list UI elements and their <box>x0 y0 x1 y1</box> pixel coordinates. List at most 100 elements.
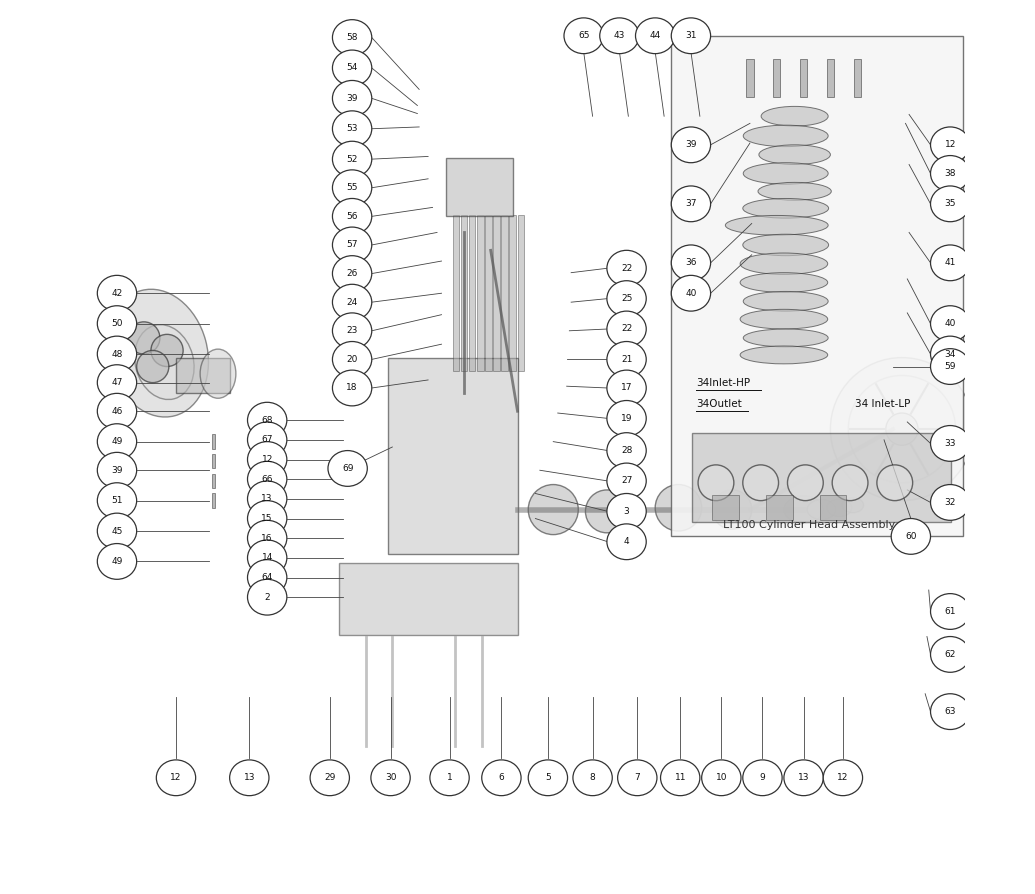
Ellipse shape <box>332 80 372 116</box>
Circle shape <box>137 350 169 383</box>
FancyBboxPatch shape <box>477 215 483 371</box>
Ellipse shape <box>332 50 372 86</box>
Circle shape <box>830 358 974 501</box>
Ellipse shape <box>743 163 828 184</box>
Text: 14: 14 <box>262 553 273 562</box>
Circle shape <box>528 485 579 535</box>
Text: 20: 20 <box>347 355 358 364</box>
Text: 49: 49 <box>112 437 123 446</box>
Ellipse shape <box>247 402 287 438</box>
Text: 26: 26 <box>347 269 358 278</box>
Ellipse shape <box>672 127 711 163</box>
Ellipse shape <box>97 393 137 429</box>
Ellipse shape <box>332 256 372 291</box>
Text: 62: 62 <box>945 650 956 659</box>
Text: 56: 56 <box>347 212 358 221</box>
Text: 13: 13 <box>243 773 255 782</box>
Ellipse shape <box>430 760 469 796</box>
Ellipse shape <box>930 306 970 342</box>
Text: 12: 12 <box>837 773 849 782</box>
Ellipse shape <box>758 182 831 200</box>
Circle shape <box>743 465 778 501</box>
Text: 39: 39 <box>111 466 123 475</box>
Text: 34: 34 <box>945 350 956 358</box>
Ellipse shape <box>97 544 137 579</box>
FancyBboxPatch shape <box>485 215 492 371</box>
Ellipse shape <box>607 463 646 499</box>
Ellipse shape <box>332 227 372 263</box>
Ellipse shape <box>930 637 970 672</box>
FancyBboxPatch shape <box>338 563 518 635</box>
Ellipse shape <box>842 498 863 512</box>
Ellipse shape <box>672 245 711 281</box>
Ellipse shape <box>481 760 521 796</box>
Text: 41: 41 <box>945 258 956 267</box>
Ellipse shape <box>783 760 823 796</box>
Ellipse shape <box>740 346 828 364</box>
Ellipse shape <box>332 313 372 349</box>
Text: 6: 6 <box>499 773 504 782</box>
Text: 36: 36 <box>685 258 697 267</box>
Ellipse shape <box>332 342 372 377</box>
Text: 61: 61 <box>945 607 956 616</box>
Ellipse shape <box>930 186 970 222</box>
Ellipse shape <box>761 106 828 126</box>
Ellipse shape <box>247 579 287 615</box>
Ellipse shape <box>759 145 830 164</box>
FancyBboxPatch shape <box>388 358 518 554</box>
FancyBboxPatch shape <box>766 495 793 520</box>
Text: 57: 57 <box>347 240 358 249</box>
Ellipse shape <box>332 198 372 234</box>
Circle shape <box>655 485 702 531</box>
Text: 23: 23 <box>347 326 358 335</box>
Text: 64: 64 <box>262 573 273 582</box>
Ellipse shape <box>740 253 828 274</box>
Text: 67: 67 <box>262 435 273 444</box>
FancyBboxPatch shape <box>501 215 507 371</box>
Text: 35: 35 <box>945 199 956 208</box>
Ellipse shape <box>156 760 196 796</box>
Ellipse shape <box>607 524 646 560</box>
Ellipse shape <box>97 336 137 372</box>
Text: 52: 52 <box>347 155 358 164</box>
Ellipse shape <box>930 694 970 730</box>
Text: 28: 28 <box>621 446 632 455</box>
Text: 24: 24 <box>347 298 358 307</box>
Text: 4: 4 <box>624 537 629 546</box>
Ellipse shape <box>827 499 852 517</box>
Ellipse shape <box>230 760 269 796</box>
FancyBboxPatch shape <box>691 433 951 522</box>
Ellipse shape <box>783 496 823 523</box>
Text: 50: 50 <box>111 319 123 328</box>
FancyBboxPatch shape <box>462 215 468 371</box>
Ellipse shape <box>672 18 711 54</box>
Ellipse shape <box>564 18 603 54</box>
Text: 19: 19 <box>621 414 632 423</box>
Text: 51: 51 <box>111 496 123 505</box>
Ellipse shape <box>740 273 828 292</box>
Text: 65: 65 <box>578 31 589 40</box>
Ellipse shape <box>607 281 646 316</box>
Text: 25: 25 <box>621 294 632 303</box>
Text: 11: 11 <box>675 773 686 782</box>
Ellipse shape <box>618 760 657 796</box>
Text: 48: 48 <box>112 350 123 358</box>
Text: 2: 2 <box>264 593 270 602</box>
Ellipse shape <box>528 760 567 796</box>
Text: 21: 21 <box>621 355 632 364</box>
Text: 34Outlet: 34Outlet <box>697 399 742 409</box>
Circle shape <box>698 465 734 501</box>
Ellipse shape <box>599 18 639 54</box>
Ellipse shape <box>726 215 828 235</box>
Ellipse shape <box>635 18 675 54</box>
Ellipse shape <box>247 501 287 536</box>
Text: LT100 Cylinder Head Assembly: LT100 Cylinder Head Assembly <box>722 519 895 530</box>
Ellipse shape <box>607 370 646 406</box>
Text: 53: 53 <box>347 124 358 133</box>
Text: 13: 13 <box>262 494 273 503</box>
Ellipse shape <box>672 186 711 222</box>
Ellipse shape <box>247 540 287 576</box>
Ellipse shape <box>310 760 350 796</box>
Ellipse shape <box>807 500 836 519</box>
Text: 49: 49 <box>112 557 123 566</box>
